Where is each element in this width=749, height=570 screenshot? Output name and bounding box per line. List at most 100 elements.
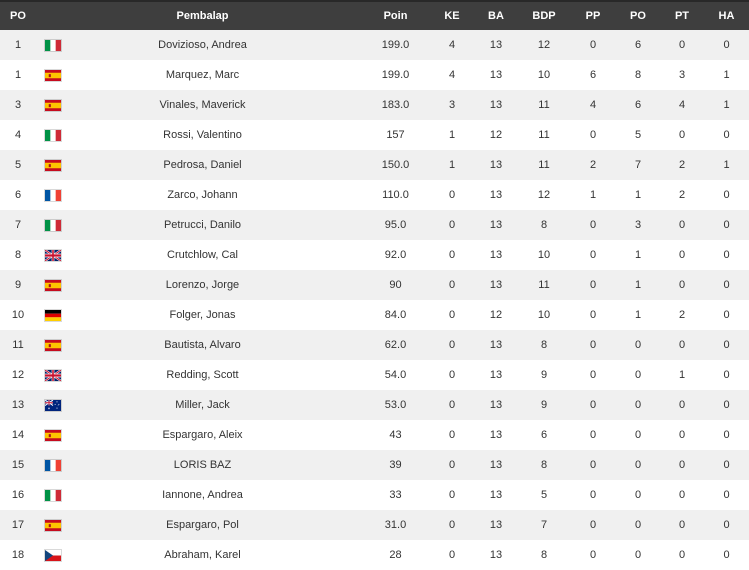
- cell-pp: 0: [589, 519, 597, 531]
- cell-points: 90: [389, 279, 402, 291]
- cell-points: 31.0: [384, 519, 407, 531]
- cell-po: 0: [634, 429, 642, 441]
- cell-pp: 0: [589, 399, 597, 411]
- cell-ke: 3: [448, 99, 456, 111]
- cell-ha: 0: [723, 39, 730, 51]
- cell-pt: 2: [678, 309, 686, 321]
- cell-ha: 0: [723, 429, 730, 441]
- column-header-pp: PP: [570, 1, 616, 30]
- cell-ke: 0: [448, 489, 456, 501]
- cell-po: 8: [634, 69, 642, 81]
- cell-po: 0: [634, 339, 642, 351]
- cell-pp: 0: [589, 459, 597, 471]
- cell-ba: 13: [489, 459, 503, 471]
- cell-flag: [36, 240, 70, 270]
- cell-po: 0: [634, 369, 642, 381]
- cell-bdp: 11: [538, 159, 550, 171]
- cell-rider-name: Marquez, Marc: [165, 69, 240, 81]
- cell-flag: [36, 360, 70, 390]
- cell-flag: [36, 30, 70, 60]
- cell-flag: [36, 420, 70, 450]
- cell-ha: 0: [723, 369, 730, 381]
- cell-ba: 13: [489, 279, 503, 291]
- flag-italy-icon: [45, 219, 61, 231]
- cell-pp: 0: [589, 549, 597, 561]
- cell-position: 9: [14, 279, 22, 291]
- cell-bdp: 11: [538, 129, 550, 141]
- cell-ha: 0: [723, 129, 730, 141]
- cell-position: 17: [11, 519, 25, 531]
- flag-spain-icon: [45, 519, 61, 531]
- cell-ba: 13: [489, 39, 503, 51]
- cell-ha: 0: [723, 489, 730, 501]
- cell-pt: 0: [678, 459, 686, 471]
- column-header-rider: Pembalap: [70, 1, 335, 30]
- cell-ha: 1: [723, 159, 730, 171]
- cell-position: 14: [11, 429, 25, 441]
- cell-pp: 0: [589, 429, 597, 441]
- cell-ke: 0: [448, 339, 456, 351]
- cell-rider-name: Espargaro, Aleix: [162, 429, 243, 441]
- cell-ba: 13: [489, 429, 503, 441]
- cell-ha: 0: [723, 549, 730, 561]
- table-row: 5 Pedrosa, Daniel 150.0 1 13 11 2 7 2 1: [0, 150, 749, 180]
- cell-bdp: 11: [538, 99, 550, 111]
- cell-points: 92.0: [384, 249, 407, 261]
- table-row: 16 Iannone, Andrea 33 0 13 5 0 0 0 0: [0, 480, 749, 510]
- cell-ba: 13: [489, 519, 503, 531]
- cell-rider-name: Miller, Jack: [175, 399, 230, 411]
- cell-pt: 0: [678, 489, 686, 501]
- cell-bdp: 9: [540, 369, 548, 381]
- cell-flag: [36, 90, 70, 120]
- cell-pt: 2: [678, 159, 686, 171]
- cell-po: 1: [634, 189, 642, 201]
- cell-rider-name: Vinales, Maverick: [159, 99, 246, 111]
- cell-ke: 4: [448, 39, 456, 51]
- cell-pp: 0: [589, 369, 597, 381]
- table-row: 8 Crutchlow, Cal 92.0 0 13 10 0 1 0 0: [0, 240, 749, 270]
- cell-ha: 0: [723, 189, 730, 201]
- cell-pp: 0: [589, 279, 597, 291]
- table-row: 3 Vinales, Maverick 183.0 3 13 11 4 6 4 1: [0, 90, 749, 120]
- cell-ba: 13: [489, 219, 503, 231]
- cell-ke: 0: [448, 369, 456, 381]
- cell-bdp: 8: [540, 549, 548, 561]
- column-header-ke: KE: [430, 1, 474, 30]
- flag-spain-icon: [45, 99, 61, 111]
- cell-ke: 0: [448, 429, 456, 441]
- cell-ba: 13: [489, 189, 503, 201]
- cell-ha: 0: [723, 249, 730, 261]
- cell-rider-name: Lorenzo, Jorge: [165, 279, 240, 291]
- cell-pp: 6: [589, 69, 597, 81]
- cell-flag: [36, 480, 70, 510]
- cell-pp: 0: [589, 219, 597, 231]
- cell-position: 8: [14, 249, 22, 261]
- column-header-flag: [36, 1, 70, 30]
- cell-flag: [36, 150, 70, 180]
- cell-ke: 0: [448, 309, 456, 321]
- cell-ba: 13: [489, 339, 503, 351]
- cell-pp: 1: [589, 189, 597, 201]
- cell-points: 199.0: [381, 69, 410, 81]
- cell-po: 1: [634, 279, 642, 291]
- cell-points: 43: [389, 429, 402, 441]
- cell-rider-name: Bautista, Alvaro: [164, 339, 241, 351]
- cell-po: 5: [634, 129, 642, 141]
- cell-pt: 4: [678, 99, 686, 111]
- cell-bdp: 12: [537, 189, 551, 201]
- flag-italy-icon: [45, 39, 61, 51]
- cell-points: 53.0: [384, 399, 407, 411]
- table-header-row: PO Pembalap Poin KE BA BDP PP PO PT HA: [0, 1, 749, 30]
- cell-position: 4: [14, 129, 22, 141]
- flag-great-britain-icon: [45, 249, 61, 261]
- cell-pt: 0: [678, 519, 686, 531]
- cell-bdp: 12: [537, 39, 551, 51]
- cell-points: 54.0: [384, 369, 407, 381]
- cell-ha: 0: [723, 219, 730, 231]
- cell-ke: 0: [448, 549, 456, 561]
- cell-ke: 0: [448, 249, 456, 261]
- standings-table-body: 1 Dovizioso, Andrea 199.0 4 13 12 0 6 0 0 1 Marquez…: [0, 30, 749, 570]
- cell-pt: 0: [678, 399, 686, 411]
- cell-pt: 0: [678, 39, 686, 51]
